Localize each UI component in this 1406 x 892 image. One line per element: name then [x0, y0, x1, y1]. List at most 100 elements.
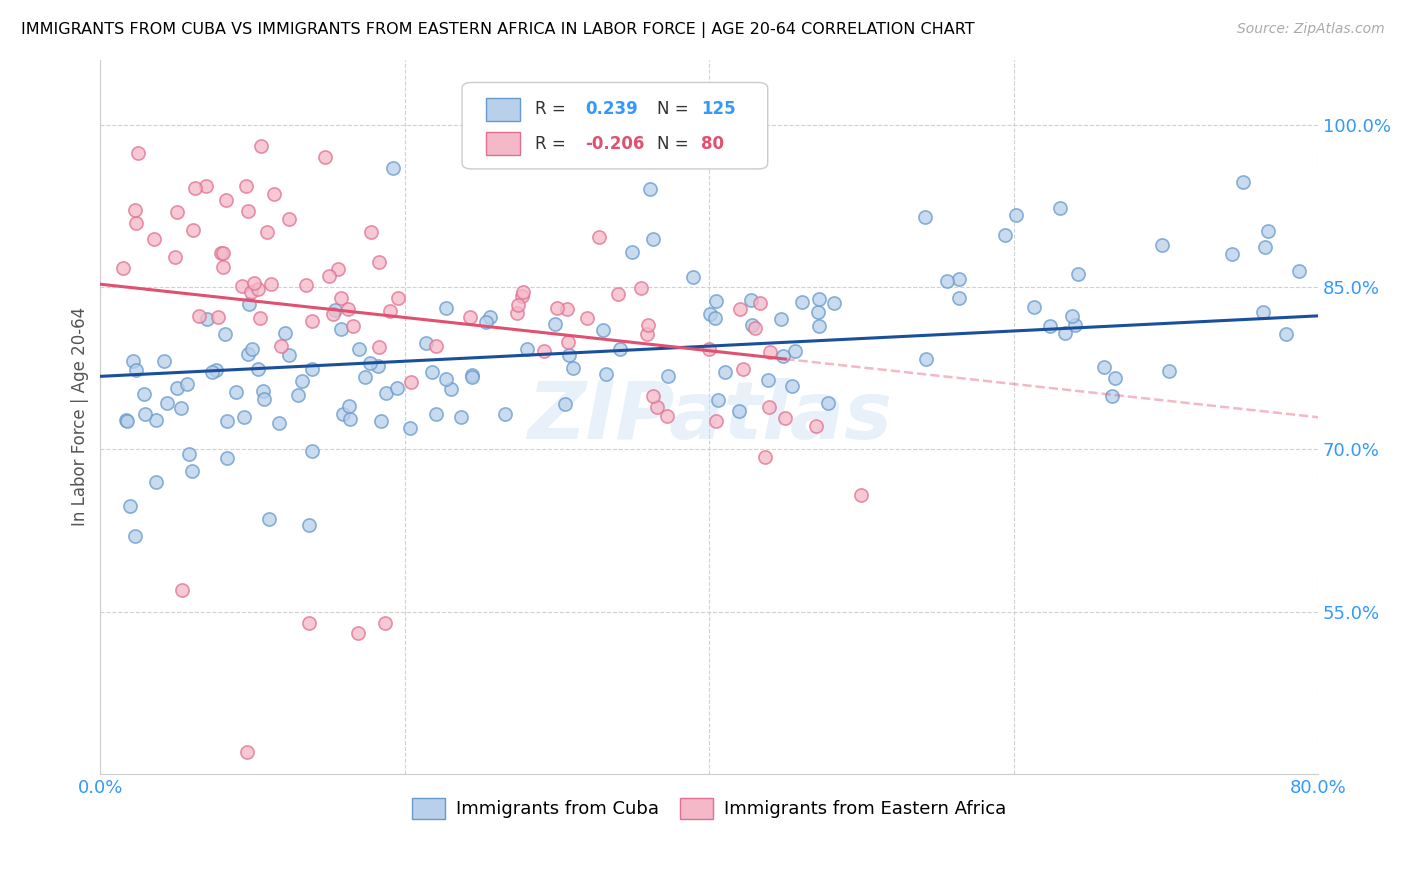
Point [242, 276, 264, 290]
Point [440, 382, 463, 396]
Point [201, 365, 224, 379]
Point [367, 340, 389, 354]
Point [1062, 309, 1084, 323]
Point [994, 228, 1017, 243]
Text: Source: ZipAtlas.com: Source: ZipAtlas.com [1237, 22, 1385, 37]
Point [246, 282, 269, 296]
Point [546, 301, 568, 315]
Point [851, 487, 873, 501]
Point [592, 323, 614, 337]
Point [1067, 267, 1090, 281]
Point [557, 335, 579, 350]
Point [314, 150, 336, 164]
Point [399, 375, 422, 389]
Point [558, 348, 581, 362]
Point [238, 204, 260, 219]
Point [111, 261, 134, 276]
Bar [486, 132, 520, 155]
Point [1049, 202, 1071, 216]
Point [641, 232, 664, 246]
Point [1101, 389, 1123, 403]
Point [434, 372, 457, 386]
Point [207, 310, 229, 324]
Bar [486, 98, 520, 120]
Point [274, 326, 297, 340]
Point [772, 349, 794, 363]
Point [657, 369, 679, 384]
Point [235, 746, 257, 760]
Text: R =: R = [536, 135, 565, 153]
Point [804, 419, 827, 434]
Point [645, 401, 668, 415]
FancyBboxPatch shape [463, 82, 768, 169]
Point [636, 327, 658, 342]
Point [703, 311, 725, 326]
Point [450, 409, 472, 424]
Point [697, 343, 720, 357]
Point [115, 415, 138, 429]
Point [754, 450, 776, 464]
Point [508, 298, 530, 312]
Point [609, 342, 631, 356]
Point [823, 295, 845, 310]
Point [699, 308, 721, 322]
Point [494, 407, 516, 421]
Point [176, 376, 198, 391]
Point [533, 344, 555, 359]
Point [1005, 208, 1028, 222]
Point [166, 204, 188, 219]
Point [1159, 364, 1181, 378]
Point [247, 362, 270, 376]
Point [554, 397, 576, 411]
Point [770, 312, 793, 326]
Point [205, 363, 228, 377]
Point [638, 182, 661, 196]
Point [387, 291, 409, 305]
Point [278, 212, 301, 227]
Point [215, 194, 238, 208]
Point [323, 303, 346, 318]
Point [425, 407, 447, 421]
Point [1094, 359, 1116, 374]
Point [759, 345, 782, 359]
Point [347, 342, 370, 356]
Point [704, 415, 727, 429]
Point [156, 396, 179, 410]
Point [506, 306, 529, 320]
Point [115, 413, 138, 427]
Point [374, 615, 396, 630]
Point [758, 400, 780, 414]
Point [143, 231, 166, 245]
Point [588, 230, 610, 244]
Point [235, 179, 257, 194]
Point [291, 374, 314, 388]
Point [240, 342, 263, 356]
Point [1232, 175, 1254, 189]
Point [367, 359, 389, 374]
Point [1022, 300, 1045, 314]
Point [163, 250, 186, 264]
Point [236, 347, 259, 361]
Point [785, 344, 807, 359]
Point [337, 400, 360, 414]
Point [1104, 370, 1126, 384]
Point [1257, 225, 1279, 239]
Point [807, 292, 830, 306]
Point [399, 421, 422, 435]
Point [177, 447, 200, 461]
Point [249, 139, 271, 153]
Point [249, 311, 271, 326]
Point [118, 499, 141, 513]
Point [630, 281, 652, 295]
Point [807, 305, 830, 319]
Text: R =: R = [536, 100, 565, 119]
Point [607, 286, 630, 301]
Point [257, 512, 280, 526]
Point [780, 379, 803, 393]
Point [817, 396, 839, 410]
Point [187, 309, 209, 323]
Point [595, 367, 617, 381]
Point [936, 274, 959, 288]
Point [270, 339, 292, 353]
Point [337, 301, 360, 316]
